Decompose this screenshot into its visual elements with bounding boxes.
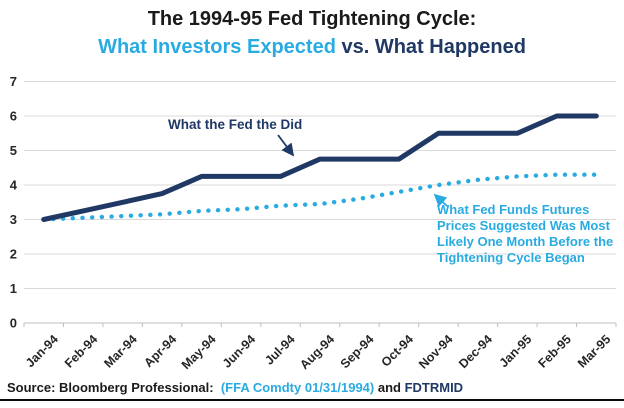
x-axis-tick-label: Mar-95 [575, 332, 613, 370]
x-axis-tick-label: Mar-94 [101, 332, 139, 370]
x-axis-tick-label: Aug-94 [297, 332, 337, 372]
y-axis-tick-label: 7 [10, 74, 17, 89]
x-axis-tick-label: Jul-94 [262, 332, 297, 367]
y-axis-tick-label: 3 [10, 212, 17, 227]
y-axis-tick-label: 4 [10, 178, 18, 193]
source-ticker-ffa: (FFA Comdty 01/31/1994) [220, 380, 375, 395]
y-axis-tick-label: 5 [10, 143, 17, 158]
x-axis-tick-label: Feb-94 [62, 332, 100, 370]
title-investors-expected: What Investors Expected [98, 36, 336, 58]
title-what-happened: vs. What Happened [335, 36, 526, 58]
fed-annotation-label: What the Fed the Did [168, 117, 302, 132]
x-axis-tick-label: Apr-94 [141, 332, 179, 370]
x-axis-tick-label: May-94 [179, 332, 219, 372]
x-axis-tick-label: Nov-94 [416, 332, 455, 371]
x-axis-tick-label: Jan-95 [497, 332, 535, 370]
y-axis-tick-label: 0 [10, 316, 17, 331]
x-axis-tick-label: Oct-94 [379, 332, 416, 369]
x-axis-tick-label: Jun-94 [220, 332, 258, 370]
source-connector: and [374, 380, 405, 395]
chart-title-line2: What Investors Expected vs. What Happene… [0, 33, 624, 61]
fed-annotation-arrow [277, 134, 295, 157]
source-prefix: Source: Bloomberg Professional: [7, 380, 221, 395]
source-ticker-fdtrmid: FDTRMID [404, 380, 464, 395]
footer-divider [0, 399, 624, 401]
x-axis-tick-label: Jan-94 [23, 332, 61, 370]
x-axis-tick-label: Feb-95 [536, 332, 574, 370]
futures-annotation-label: What Fed Funds Futures Prices Suggested W… [437, 202, 613, 265]
x-axis-tick-label: Dec-94 [456, 332, 495, 371]
y-axis-tick-label: 6 [10, 109, 17, 124]
source-line: Source: Bloomberg Professional: (FFA Com… [7, 380, 617, 395]
futures-annotation-arrow [433, 193, 448, 207]
x-axis-tick-label: Sep-94 [338, 332, 377, 371]
fed-actual-line [41, 113, 599, 222]
y-axis-tick-label: 2 [10, 247, 17, 262]
y-axis-tick-label: 1 [10, 281, 17, 296]
chart-title: The 1994-95 Fed Tightening Cycle: What I… [0, 5, 624, 61]
chart-title-line1: The 1994-95 Fed Tightening Cycle: [147, 8, 477, 30]
